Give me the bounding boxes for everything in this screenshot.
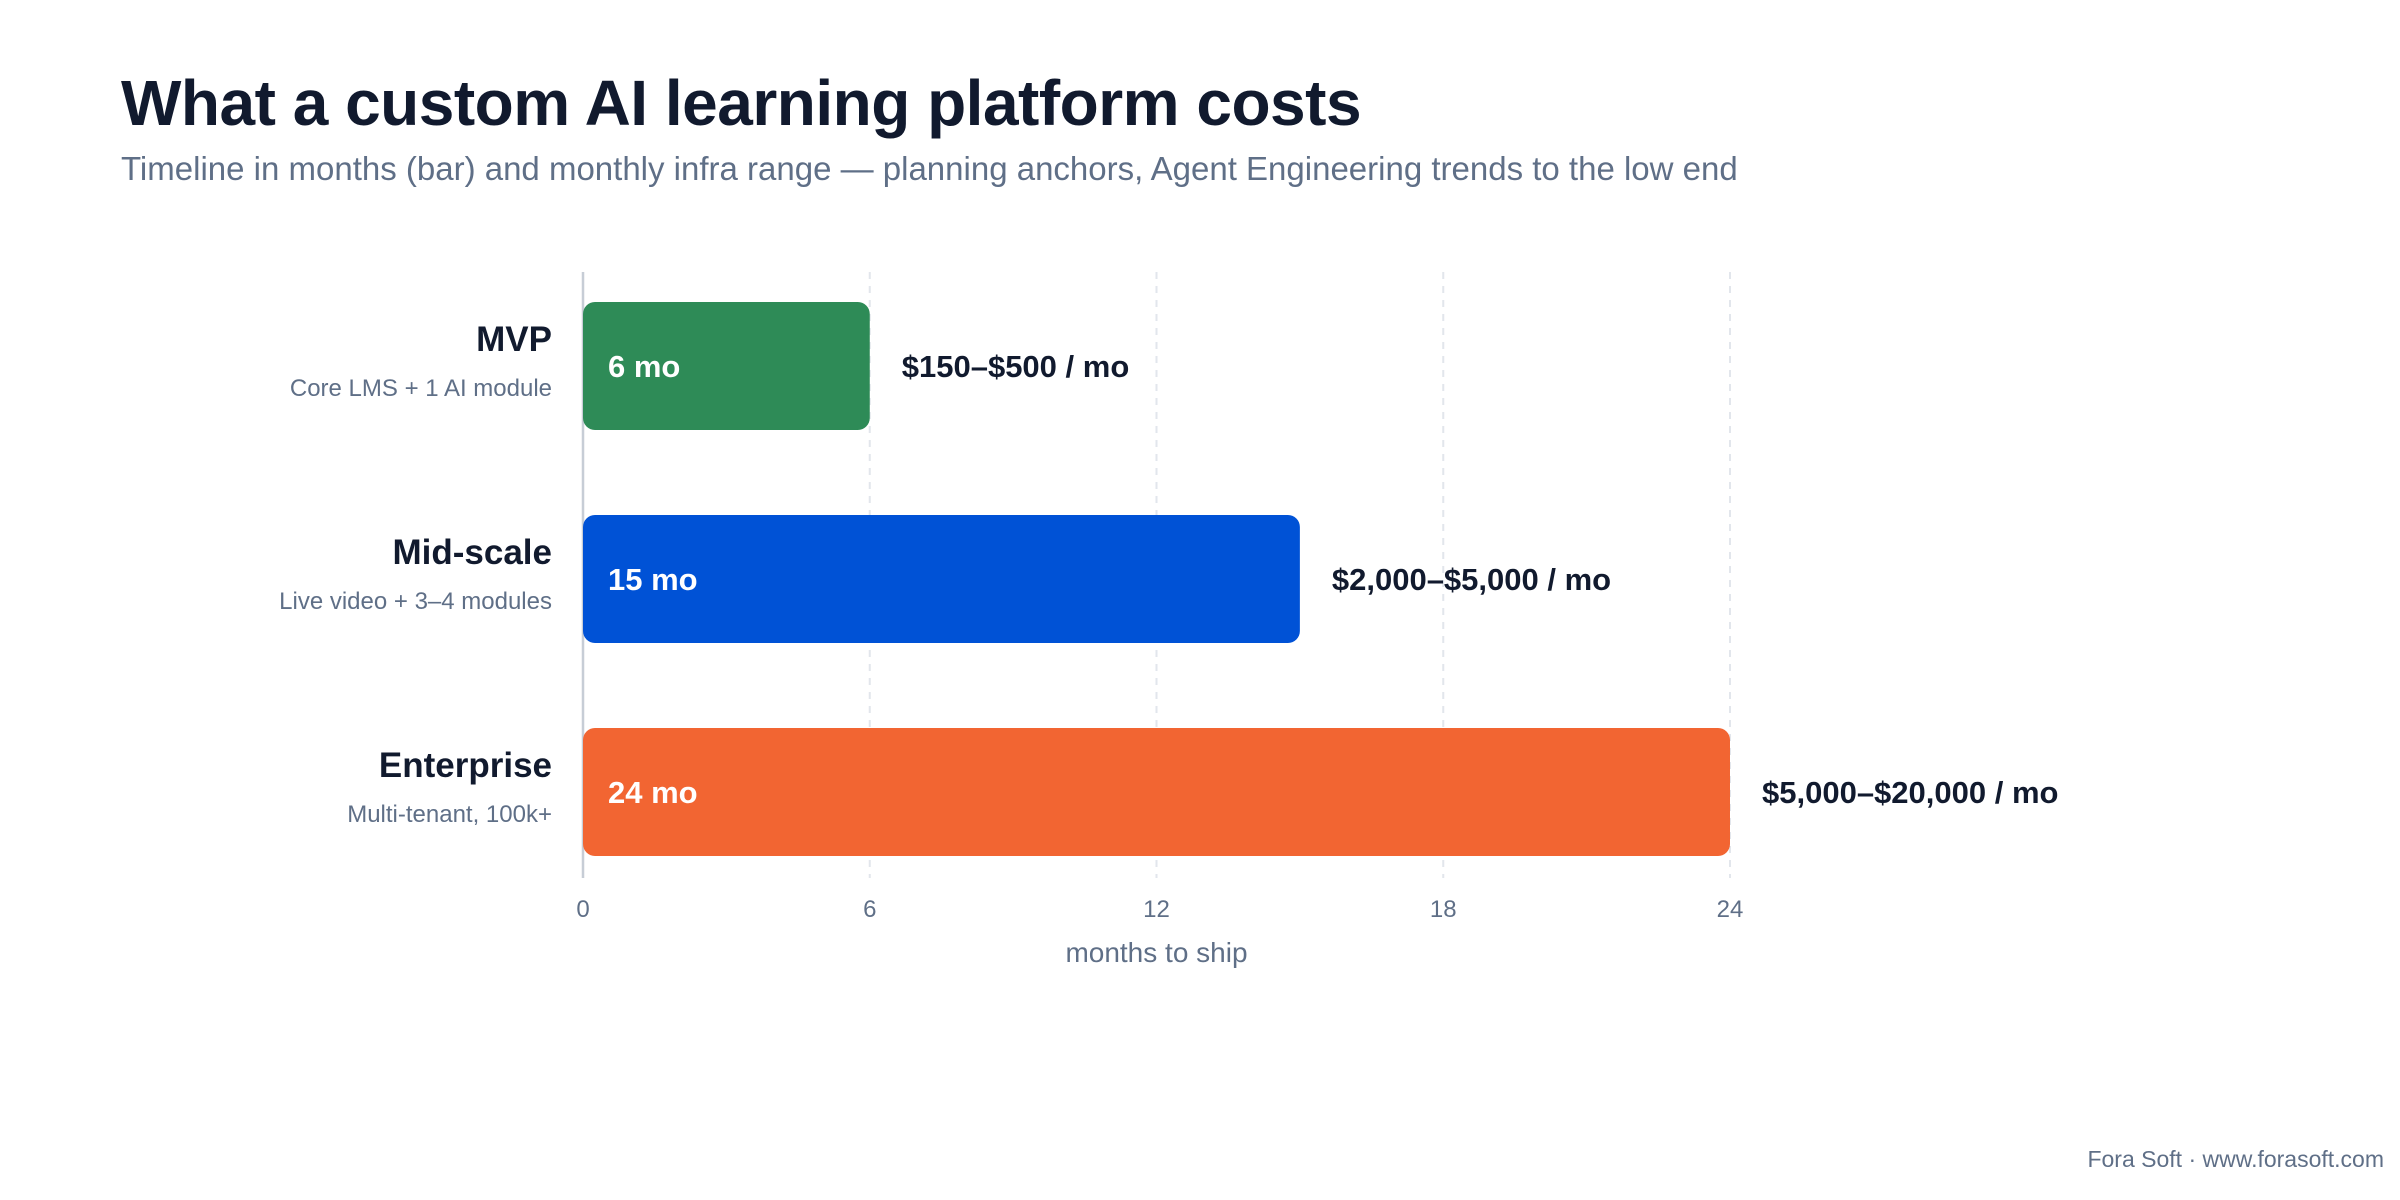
chart-title: What a custom AI learning platform costs: [121, 67, 1362, 139]
footer-credit: Fora Soft · www.forasoft.com: [2087, 1146, 2384, 1172]
x-tick-label: 18: [1430, 896, 1457, 923]
category-description: Multi-tenant, 100k+: [347, 801, 552, 828]
cost-label: $2,000–$5,000 / mo: [1332, 562, 1611, 597]
bar: [583, 515, 1300, 643]
bar-value-label: 6 mo: [608, 349, 680, 384]
category-description: Live video + 3–4 modules: [279, 588, 552, 615]
bar-value-label: 24 mo: [608, 775, 698, 810]
category-label: Enterprise: [379, 746, 552, 785]
x-axis-label: months to ship: [1065, 937, 1247, 968]
bar-value-label: 15 mo: [608, 562, 698, 597]
category-label: MVP: [476, 320, 552, 359]
x-tick-label: 12: [1143, 896, 1170, 923]
bar: [583, 302, 870, 430]
x-tick-label: 6: [863, 896, 876, 923]
bar: [583, 728, 1730, 856]
cost-label: $150–$500 / mo: [902, 349, 1130, 384]
x-tick-label: 0: [576, 896, 589, 923]
category-label: Mid-scale: [393, 533, 553, 572]
category-description: Core LMS + 1 AI module: [290, 375, 552, 402]
chart-subtitle: Timeline in months (bar) and monthly inf…: [121, 150, 1738, 187]
x-tick-label: 24: [1717, 896, 1744, 923]
cost-label: $5,000–$20,000 / mo: [1762, 775, 2058, 810]
